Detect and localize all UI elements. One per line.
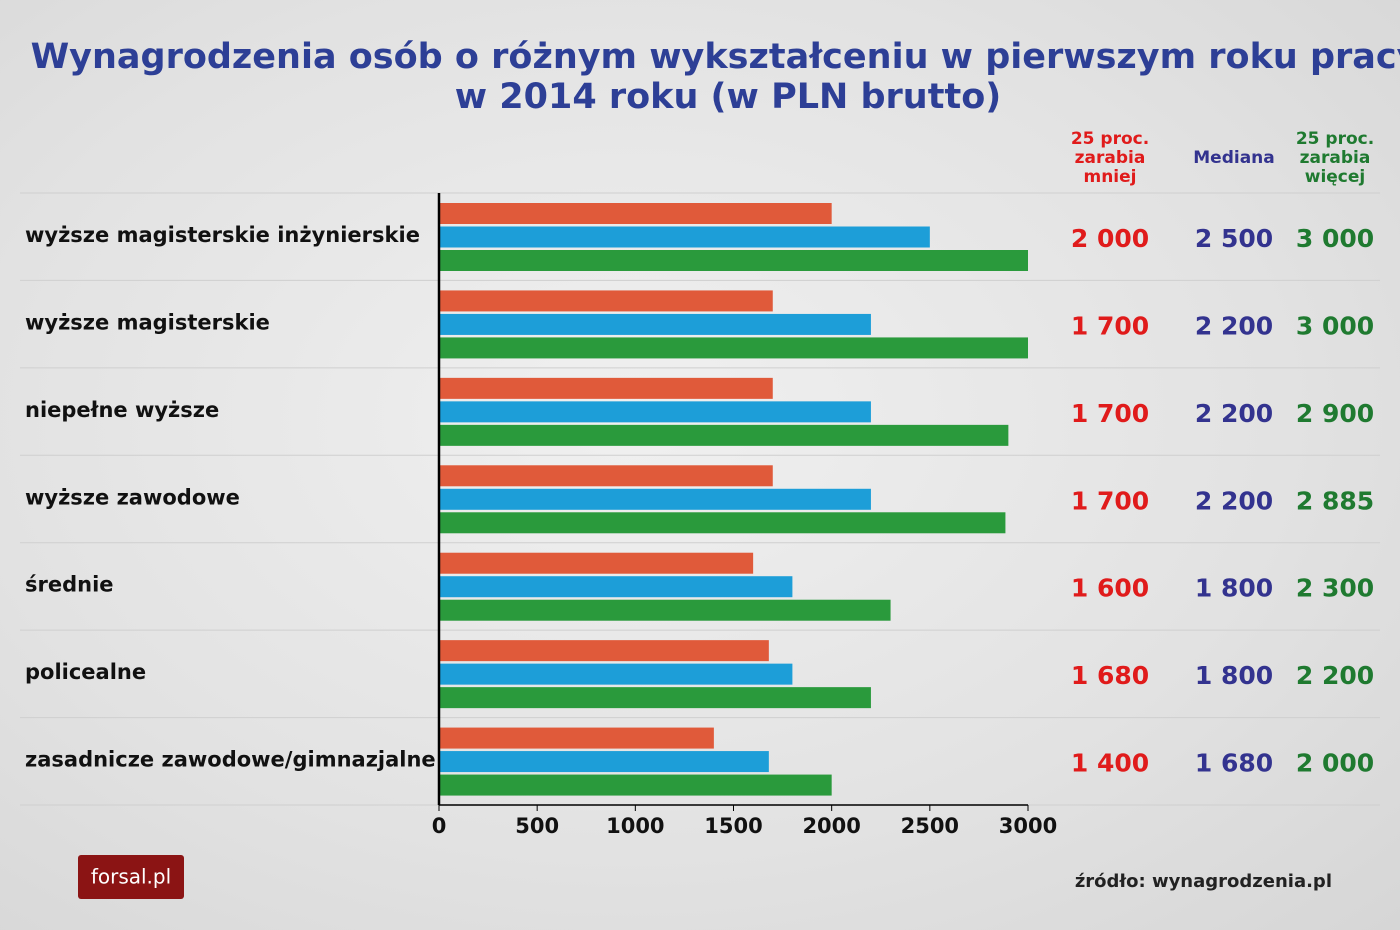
logo-box (78, 855, 184, 899)
bar (439, 377, 773, 399)
bar (439, 687, 871, 709)
x-tick-label: 500 (515, 814, 559, 838)
value-label: 2 000 (1296, 749, 1374, 778)
bar (439, 226, 930, 248)
legend-entry: 25 proc. zarabia mniej (1070, 128, 1150, 187)
value-label: 1 700 (1071, 486, 1149, 515)
bar (439, 727, 714, 749)
value-label: 1 800 (1195, 574, 1273, 603)
legend-entry: Mediana (1193, 147, 1275, 168)
x-tick-label: 1000 (606, 814, 664, 838)
chart-title: Wynagrodzenia osób o różnym wykształceni… (31, 37, 1400, 77)
value-label: 1 700 (1071, 311, 1149, 340)
bar (439, 512, 1006, 534)
bar (439, 599, 891, 621)
value-label: 1 600 (1071, 574, 1149, 603)
x-tick-label: 3000 (999, 814, 1057, 838)
value-label: 2 300 (1296, 574, 1374, 603)
value-label: 1 680 (1195, 749, 1273, 778)
chart-title: w 2014 roku (w PLN brutto) (455, 77, 1001, 117)
value-label: 2 200 (1195, 486, 1273, 515)
bar (439, 250, 1028, 271)
x-tick-label: 2000 (802, 814, 860, 838)
value-label: 2 500 (1195, 224, 1273, 253)
legend-entry: 25 proc. zarabia więcej (1295, 128, 1375, 187)
value-label: 2 200 (1195, 311, 1273, 340)
value-label: 2 885 (1296, 486, 1374, 515)
bar (439, 552, 754, 574)
y-tick-label: średnie (25, 573, 114, 597)
source: źródło: wynagrodzenia.pl (1075, 871, 1332, 892)
bar (439, 465, 773, 487)
logo: forsal.pl (91, 865, 171, 889)
value-label: 1 680 (1071, 661, 1149, 690)
bar (439, 424, 1009, 446)
y-tick-label: wyższe magisterskie inżynierskie (25, 223, 420, 247)
bar (439, 337, 1028, 359)
y-tick-label: wyższe magisterskie (25, 310, 270, 334)
x-tick-label: 2500 (901, 814, 959, 838)
y-tick-label: wyższe zawodowe (25, 485, 240, 509)
value-label: 1 700 (1071, 399, 1149, 428)
x-tick-label: 0 (432, 814, 447, 838)
bar (439, 751, 769, 773)
value-label: 3 000 (1296, 224, 1374, 253)
value-label: 2 200 (1296, 661, 1374, 690)
bar (439, 640, 769, 662)
value-label: 2 000 (1071, 224, 1149, 253)
value-label: 3 000 (1296, 311, 1374, 340)
bar (439, 663, 793, 685)
bar (439, 774, 832, 796)
y-tick-label: policealne (25, 660, 146, 684)
bar (439, 401, 871, 423)
value-label: 1 800 (1195, 661, 1273, 690)
y-tick-label: niepełne wyższe (25, 398, 219, 422)
bar (439, 488, 871, 510)
y-tick-label: zasadnicze zawodowe/gimnazjalne (25, 748, 436, 772)
bar (439, 203, 832, 224)
value-label: 2 200 (1195, 399, 1273, 428)
bar (439, 290, 773, 312)
value-label: 2 900 (1296, 399, 1374, 428)
bar (439, 313, 871, 335)
value-label: 1 400 (1071, 749, 1149, 778)
x-tick-label: 1500 (704, 814, 762, 838)
bar (439, 576, 793, 598)
